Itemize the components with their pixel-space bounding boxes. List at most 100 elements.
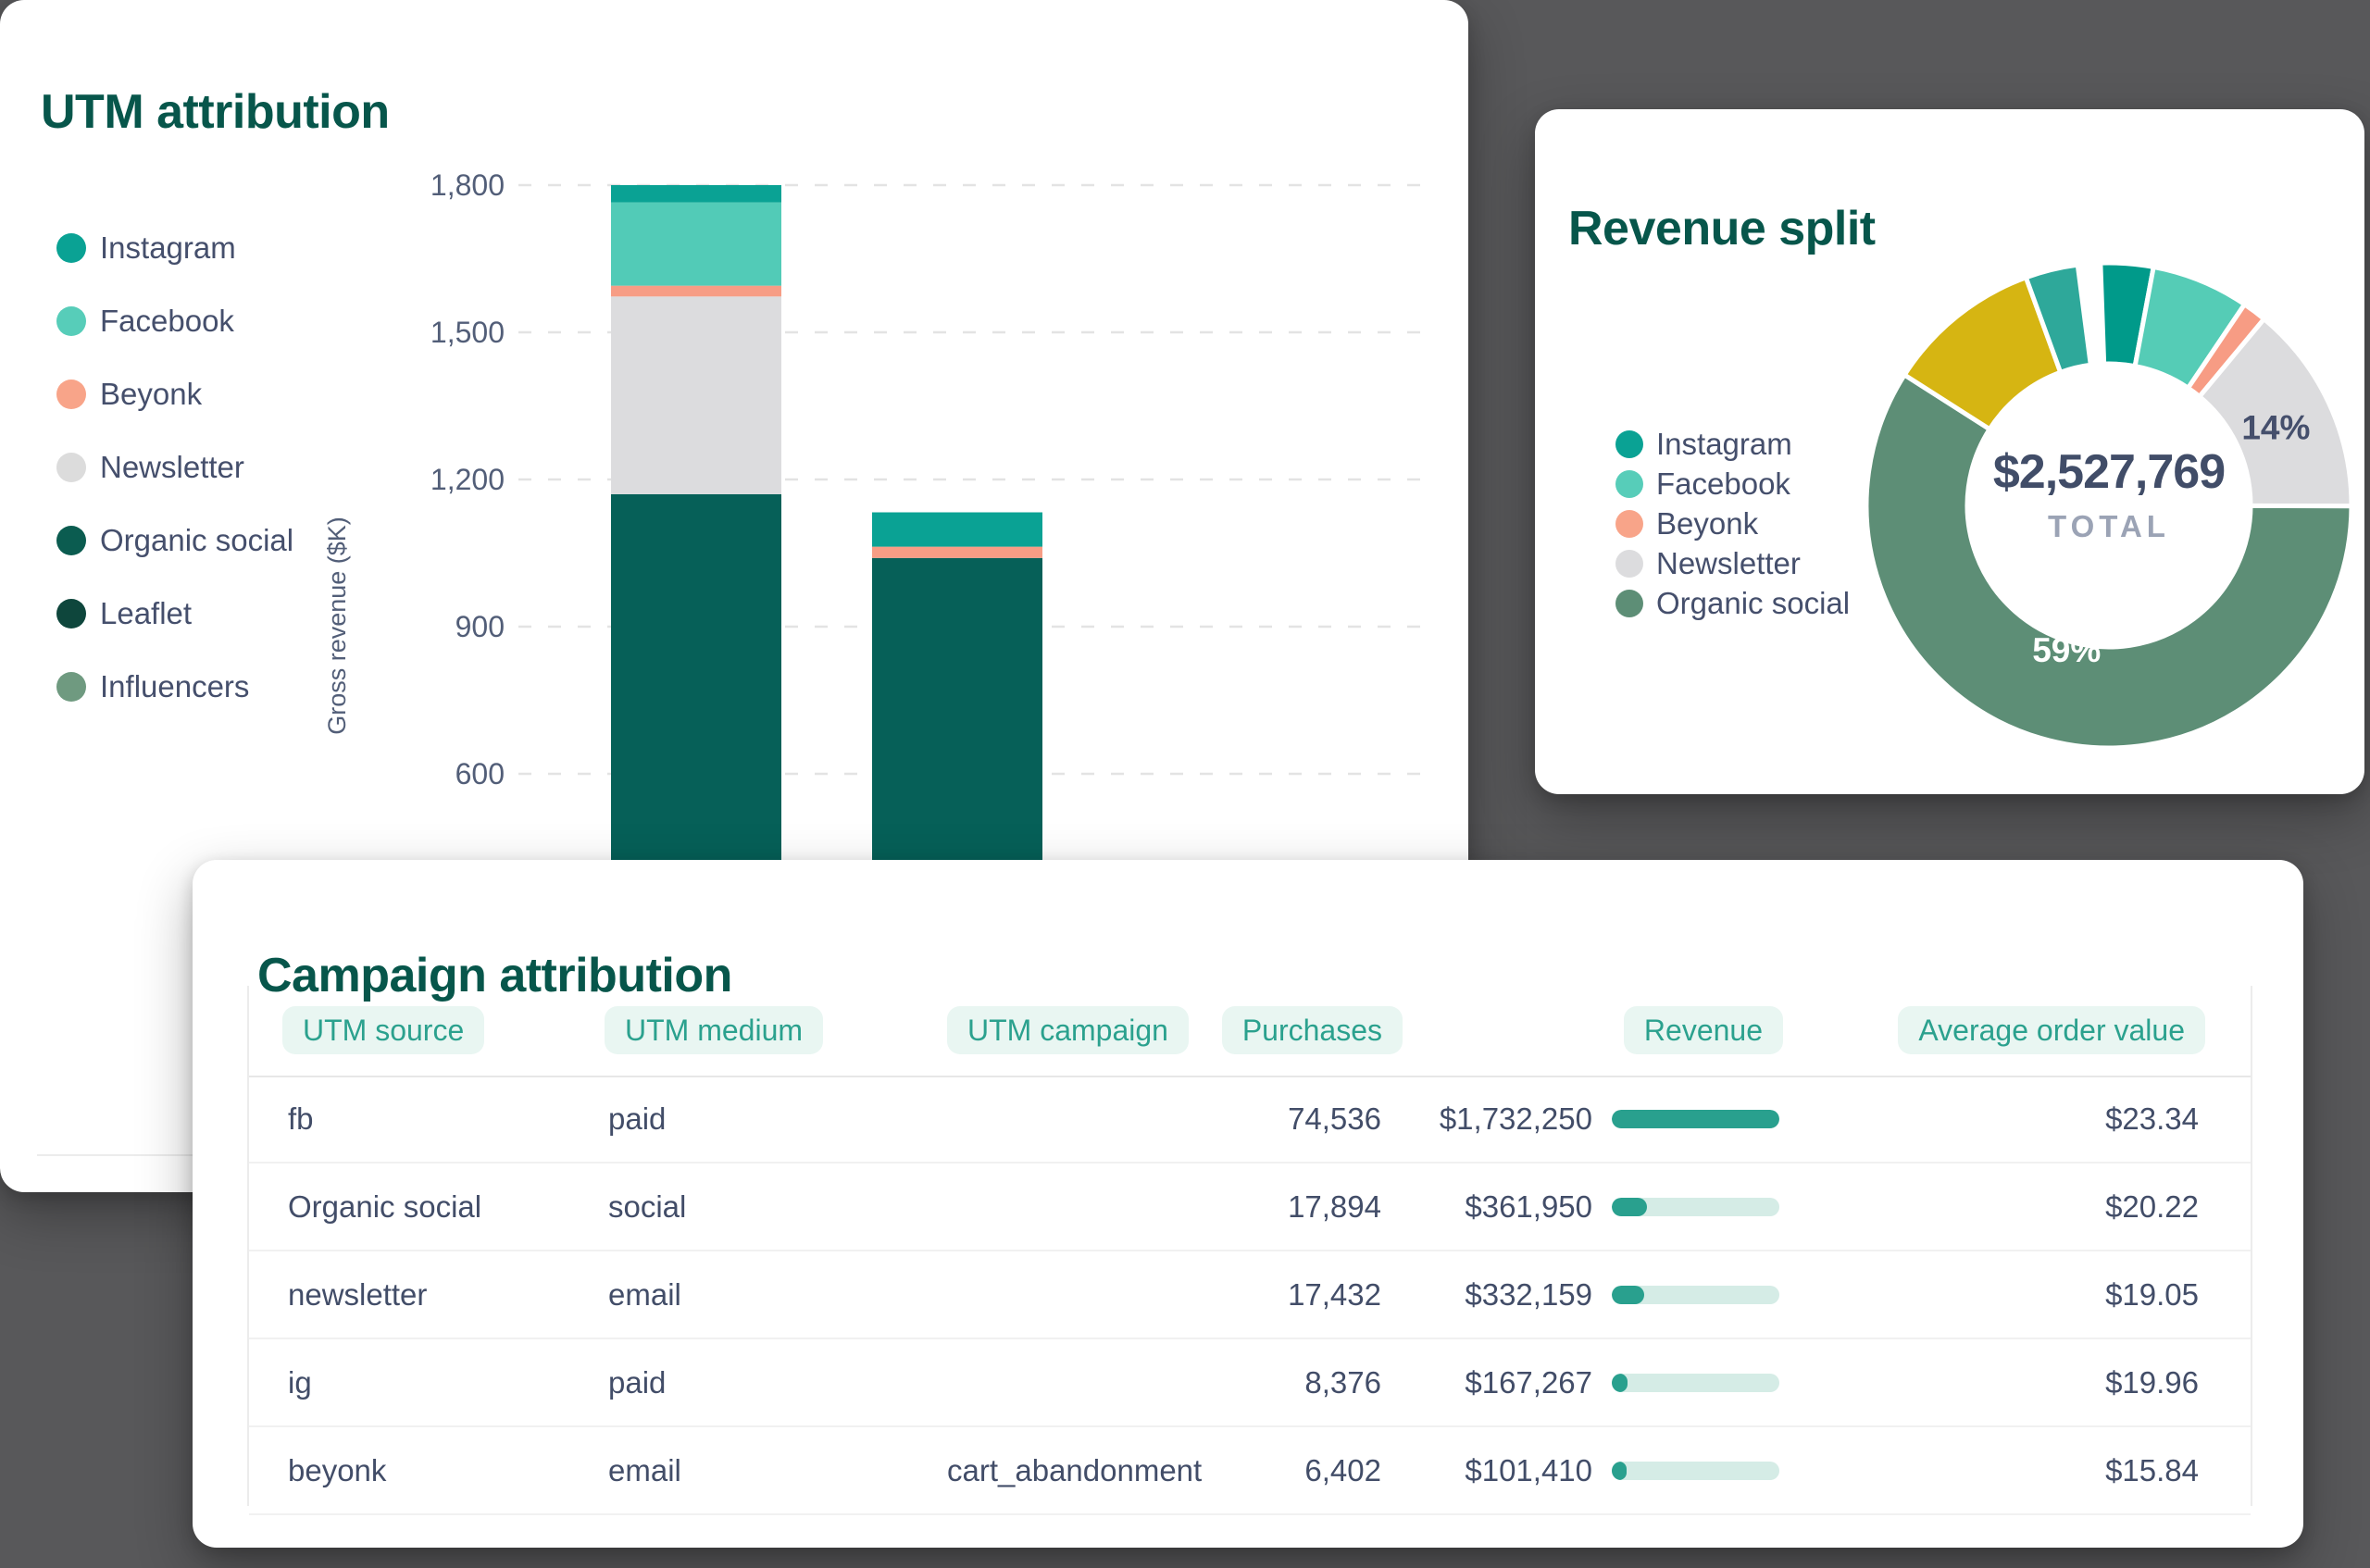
cell-utm-medium: paid [608, 1101, 667, 1136]
y-axis-tick-label: 1,800 [430, 168, 505, 202]
legend-label: Organic social [100, 522, 294, 557]
y-axis-tick-label: 1,500 [430, 316, 505, 349]
cell-utm-medium: email [608, 1452, 681, 1487]
column-header-chip-average-order-value[interactable]: Average order value [1898, 1006, 2205, 1054]
legend-label: Instagram [1656, 426, 1792, 461]
utm-legend-item-influencers[interactable]: Influencers [56, 650, 293, 723]
legend-dot-icon [56, 525, 86, 555]
cell-purchases: 6,402 [1304, 1452, 1381, 1487]
revenue-progress-bar [1612, 1197, 1779, 1216]
revenue-progress-bar [1612, 1461, 1779, 1480]
legend-label: Facebook [100, 303, 234, 338]
legend-dot-icon [1615, 549, 1643, 578]
table-row: fb paid 74,536 $1,732,250 $23.34 [249, 1076, 2251, 1164]
revenue-legend-item-organic-social[interactable]: Organic social [1615, 583, 1850, 623]
campaign-table-body: fb paid 74,536 $1,732,250 $23.34 Organic soci… [249, 1076, 2251, 1515]
revenue-split-title: Revenue split [1568, 202, 1876, 256]
legend-label: Beyonk [100, 376, 203, 411]
donut-chart-legend: Instagram Facebook Beyonk Newsletter Organic… [1615, 424, 1850, 623]
bar-segment-newsletter [611, 296, 781, 494]
column-header-chip-utm-campaign[interactable]: UTM campaign [947, 1006, 1189, 1054]
revenue-progress-fill [1612, 1461, 1627, 1480]
column-header-chip-utm-medium[interactable]: UTM medium [605, 1006, 824, 1054]
donut-slice-percentage-label: 59% [2032, 631, 2101, 669]
revenue-progress-bar [1612, 1373, 1779, 1392]
legend-dot-icon [1615, 469, 1643, 498]
y-axis-tick-label: 600 [455, 757, 505, 790]
campaign-table-header: UTM source UTM medium UTM campaign Purchase… [249, 986, 2251, 1077]
revenue-progress-fill [1612, 1109, 1779, 1128]
campaign-attribution-card: Campaign attribution UTM source UTM mediu… [193, 860, 2303, 1548]
cell-utm-medium: paid [608, 1364, 667, 1400]
legend-label: Instagram [100, 230, 236, 265]
y-axis-tick-label: 1,200 [430, 463, 505, 496]
bar-segment-beyonk [872, 546, 1042, 558]
cell-purchases: 17,432 [1288, 1276, 1381, 1312]
revenue-progress-fill [1612, 1373, 1628, 1392]
legend-label: Influencers [100, 668, 250, 703]
utm-attribution-title: UTM attribution [41, 85, 390, 140]
bar-segment-facebook [611, 202, 781, 286]
column-header-chip-revenue[interactable]: Revenue [1623, 1006, 1783, 1054]
cell-revenue: $167,267 [1465, 1364, 1592, 1400]
cell-revenue: $332,159 [1465, 1276, 1592, 1312]
column-header-chip-purchases[interactable]: Purchases [1221, 1006, 1403, 1054]
cell-average-order-value: $20.22 [2105, 1188, 2199, 1224]
legend-dot-icon [1615, 509, 1643, 538]
cell-purchases: 17,894 [1288, 1188, 1381, 1224]
donut-slice-unlabeled [2023, 262, 2093, 375]
utm-legend-item-organic-social[interactable]: Organic social [56, 504, 293, 577]
cell-average-order-value: $19.05 [2105, 1276, 2199, 1312]
legend-dot-icon [56, 452, 86, 482]
utm-legend-item-leaflet[interactable]: Leaflet [56, 577, 293, 650]
revenue-legend-item-facebook[interactable]: Facebook [1615, 464, 1850, 504]
legend-label: Leaflet [100, 595, 193, 630]
cell-utm-source: Organic social [288, 1188, 482, 1224]
legend-dot-icon [56, 598, 86, 628]
legend-dot-icon [56, 671, 86, 702]
utm-legend-item-beyonk[interactable]: Beyonk [56, 357, 293, 430]
revenue-legend-item-newsletter[interactable]: Newsletter [1615, 543, 1850, 583]
revenue-donut-chart: 14% 59% [1864, 260, 2354, 751]
campaign-table: UTM source UTM medium UTM campaign Purchase… [247, 986, 2252, 1515]
legend-dot-icon [1615, 589, 1643, 617]
column-header-chip-utm-source[interactable]: UTM source [282, 1006, 485, 1054]
utm-legend-item-instagram[interactable]: Instagram [56, 211, 293, 284]
bar-segment-instagram [872, 512, 1042, 547]
cell-utm-source: newsletter [288, 1276, 428, 1312]
cell-revenue: $361,950 [1465, 1188, 1592, 1224]
legend-dot-icon [1615, 429, 1643, 458]
table-row: Organic social social 17,894 $361,950 $20.22 [249, 1164, 2251, 1251]
cell-purchases: 74,536 [1288, 1101, 1381, 1136]
cell-utm-source: beyonk [288, 1452, 387, 1487]
utm-legend-item-facebook[interactable]: Facebook [56, 284, 293, 357]
utm-chart-legend: Instagram Facebook Beyonk Newsletter Organic… [56, 211, 293, 723]
legend-label: Facebook [1656, 466, 1790, 501]
revenue-split-card: Revenue split Instagram Facebook Beyonk New… [1535, 109, 2364, 794]
revenue-progress-fill [1612, 1197, 1647, 1216]
cell-utm-source: ig [288, 1364, 312, 1400]
cell-average-order-value: $15.84 [2105, 1452, 2199, 1487]
bar-segment-beyonk [611, 285, 781, 297]
legend-dot-icon [56, 379, 86, 409]
table-row: beyonk email cart_abandonment 6,402 $101,410… [249, 1427, 2251, 1515]
cell-utm-campaign: cart_abandonment [947, 1452, 1203, 1487]
cell-revenue: $1,732,250 [1439, 1101, 1592, 1136]
legend-label: Beyonk [1656, 505, 1759, 541]
legend-label: Newsletter [1656, 545, 1801, 580]
revenue-legend-item-instagram[interactable]: Instagram [1615, 424, 1850, 464]
utm-legend-item-newsletter[interactable]: Newsletter [56, 430, 293, 504]
legend-dot-icon [56, 232, 86, 263]
revenue-legend-item-beyonk[interactable]: Beyonk [1615, 504, 1850, 543]
donut-slice-organic-social [1864, 372, 2354, 751]
cell-utm-medium: social [608, 1188, 687, 1224]
donut-slice-percentage-label: 14% [2241, 409, 2310, 447]
revenue-progress-bar [1612, 1285, 1779, 1304]
legend-label: Organic social [1656, 585, 1851, 620]
campaign-attribution-title: Campaign attribution [257, 949, 732, 1003]
table-row: ig paid 8,376 $167,267 $19.96 [249, 1339, 2251, 1427]
cell-utm-medium: email [608, 1276, 681, 1312]
cell-average-order-value: $19.96 [2105, 1364, 2199, 1400]
y-axis-tick-label: 900 [455, 610, 505, 643]
